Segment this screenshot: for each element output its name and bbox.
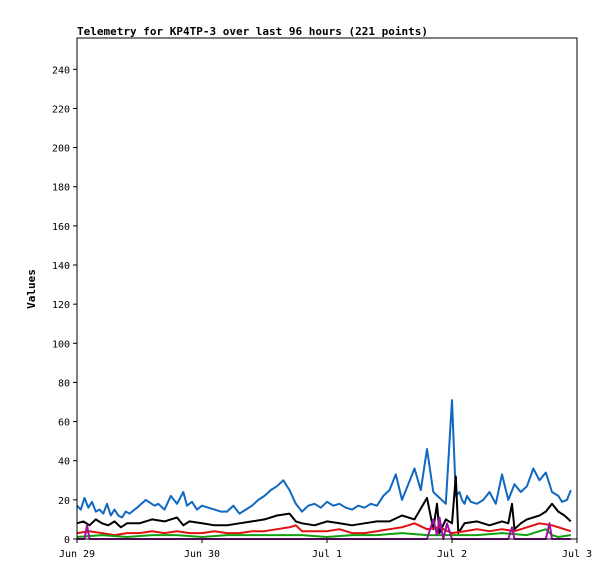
y-axis-label: Values — [25, 269, 38, 309]
y-tick-label: 120 — [52, 300, 70, 311]
x-axis-ticks: Jun 29 Jun 30 Jul 1 Jul 2 Jul 3 — [59, 539, 592, 560]
y-axis-ticks: 0 20 40 60 80 100 120 140 160 180 200 220 240 — [52, 65, 77, 546]
x-tick-label: Jun 29 — [59, 549, 95, 560]
y-tick-label: 180 — [52, 183, 70, 194]
y-tick-label: 80 — [58, 378, 70, 389]
series-line-3 — [76, 522, 572, 537]
y-tick-label: 0 — [64, 535, 70, 546]
chart-title: Telemetry for KP4TP-3 over last 96 hours… — [77, 25, 428, 38]
series-line-2 — [76, 475, 572, 535]
y-tick-label: 40 — [58, 457, 70, 468]
series-line-4 — [76, 528, 571, 538]
y-tick-label: 140 — [52, 261, 70, 272]
series-line-1 — [76, 399, 572, 519]
plot-area-frame — [76, 37, 578, 540]
y-tick-label: 220 — [52, 104, 70, 115]
x-tick-label: Jul 2 — [437, 549, 467, 560]
y-tick-label: 240 — [52, 65, 70, 76]
y-tick-label: 160 — [52, 222, 70, 233]
x-tick-label: Jul 3 — [562, 549, 592, 560]
y-tick-label: 20 — [58, 496, 70, 507]
y-tick-label: 200 — [52, 144, 70, 155]
series-lines — [76, 399, 572, 540]
y-tick-label: 100 — [52, 339, 70, 350]
x-tick-label: Jun 30 — [184, 549, 220, 560]
y-tick-label: 60 — [58, 418, 70, 429]
x-tick-label: Jul 1 — [312, 549, 342, 560]
